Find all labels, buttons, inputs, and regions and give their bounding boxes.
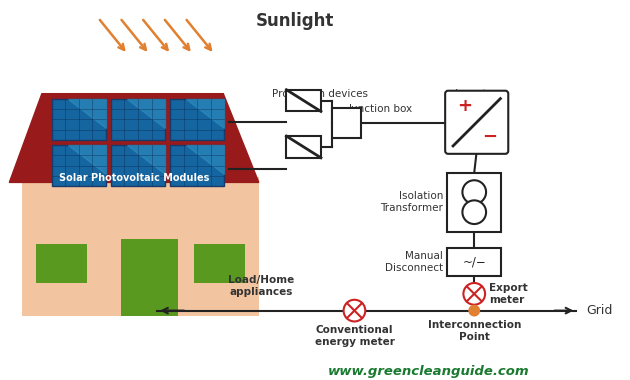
Bar [193, 244, 245, 283]
FancyBboxPatch shape [445, 91, 508, 154]
Text: Isolation
Transformer: Isolation Transformer [381, 192, 443, 213]
Text: ~/−: ~/− [462, 256, 486, 269]
Text: Solar Photovoltaic Modules: Solar Photovoltaic Modules [59, 173, 210, 184]
Polygon shape [186, 98, 224, 128]
Bar [287, 90, 321, 111]
Bar [111, 98, 165, 140]
Text: Conventional
energy meter: Conventional energy meter [314, 325, 394, 347]
Bar [52, 145, 106, 186]
Text: Load/Home
appliances: Load/Home appliances [227, 275, 294, 297]
Bar [287, 136, 321, 158]
Bar [332, 108, 362, 138]
Text: Sunlight: Sunlight [256, 12, 335, 30]
Text: Inverter: Inverter [454, 89, 499, 99]
Bar [447, 173, 501, 232]
Polygon shape [186, 145, 224, 174]
Circle shape [468, 305, 480, 317]
Bar [22, 177, 259, 315]
Polygon shape [127, 98, 165, 128]
Bar [170, 145, 224, 186]
Text: +: + [457, 97, 472, 115]
Bar [121, 239, 178, 315]
Bar [170, 98, 224, 140]
Text: Manual
Disconnect: Manual Disconnect [385, 252, 443, 273]
Circle shape [464, 283, 485, 305]
Bar [111, 145, 165, 186]
Text: Junction box: Junction box [348, 103, 413, 114]
Text: −: − [482, 128, 497, 146]
Circle shape [343, 300, 365, 321]
Text: Grid: Grid [586, 304, 612, 317]
Bar [52, 98, 106, 140]
Text: Export
meter: Export meter [489, 283, 528, 305]
Text: Interconnection
Point: Interconnection Point [428, 320, 521, 342]
Circle shape [462, 180, 486, 204]
Polygon shape [68, 145, 106, 174]
Circle shape [462, 200, 486, 224]
Text: www.greencleanguide.com: www.greencleanguide.com [328, 365, 529, 378]
Text: Protection devices: Protection devices [272, 89, 368, 99]
Polygon shape [68, 98, 106, 128]
Polygon shape [127, 145, 165, 174]
Polygon shape [9, 94, 259, 182]
Bar [447, 249, 501, 276]
Bar [36, 244, 87, 283]
